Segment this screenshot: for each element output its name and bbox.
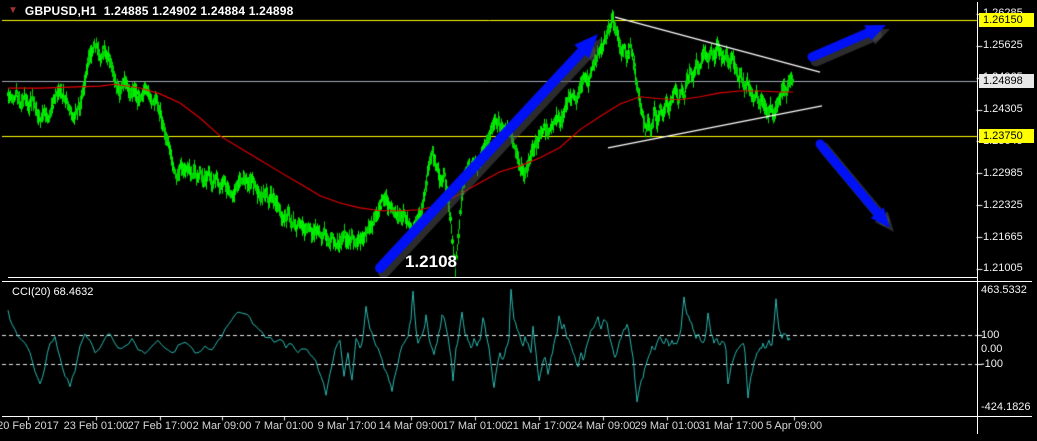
pane-splitter[interactable] bbox=[2, 281, 1032, 282]
cci-axis-label: -424.1826 bbox=[981, 401, 1031, 413]
cci-axis-label: 100 bbox=[981, 328, 1000, 341]
time-axis-label: 24 Mar 09:00 bbox=[570, 420, 636, 432]
time-axis-label: 31 Mar 17:00 bbox=[698, 420, 764, 432]
time-axis-label: 14 Mar 09:00 bbox=[378, 420, 444, 432]
price-axis-tick: 1.24305 bbox=[983, 103, 1023, 116]
price-axis-tick: 1.22325 bbox=[983, 198, 1023, 211]
time-axis-label: 27 Feb 17:00 bbox=[127, 420, 193, 432]
chart-title: GBPUSD,H1 1.24885 1.24902 1.24884 1.2489… bbox=[24, 3, 294, 18]
price-pane-bottom-border bbox=[8, 277, 977, 278]
axis-splitter bbox=[2, 416, 1032, 417]
price-axis-tick: 1.21005 bbox=[983, 262, 1023, 275]
price-level-badge: 1.23750 bbox=[979, 129, 1034, 144]
titlebar: ▼ GBPUSD,H1 1.24885 1.24902 1.24884 1.24… bbox=[8, 3, 294, 18]
time-axis-label: 23 Feb 01:00 bbox=[63, 420, 129, 432]
symbol-dropdown-icon[interactable]: ▼ bbox=[8, 4, 18, 16]
time-axis-label: 17 Mar 01:00 bbox=[442, 420, 508, 432]
price-axis-tick: 1.22985 bbox=[983, 166, 1023, 179]
time-axis-label: 5 Apr 09:00 bbox=[765, 420, 823, 432]
time-axis-label: 29 Mar 01:00 bbox=[634, 420, 700, 432]
price-axis-tick: 1.21665 bbox=[983, 230, 1023, 243]
price-axis-tick: 1.25625 bbox=[983, 39, 1023, 52]
cci-axis-label: 0.00 bbox=[981, 343, 1003, 356]
time-axis-label: 20 Feb 2017 bbox=[0, 420, 59, 432]
indicator-label: CCI(20) 68.4632 bbox=[12, 286, 94, 298]
time-axis-label: 9 Mar 17:00 bbox=[317, 420, 377, 432]
time-axis-label: 2 Mar 09:00 bbox=[192, 420, 252, 432]
price-annotation: 1.2108 bbox=[405, 252, 457, 271]
vertical-axis-separator bbox=[977, 2, 978, 434]
price-level-badge: 1.26150 bbox=[979, 13, 1034, 28]
cci-axis-label: 463.5332 bbox=[981, 284, 1027, 296]
time-axis-label: 21 Mar 17:00 bbox=[506, 420, 572, 432]
cci-axis-label: -100 bbox=[981, 357, 1004, 370]
price-level-badge: 1.24898 bbox=[979, 73, 1034, 88]
time-axis-label: 7 Mar 01:00 bbox=[254, 420, 314, 432]
